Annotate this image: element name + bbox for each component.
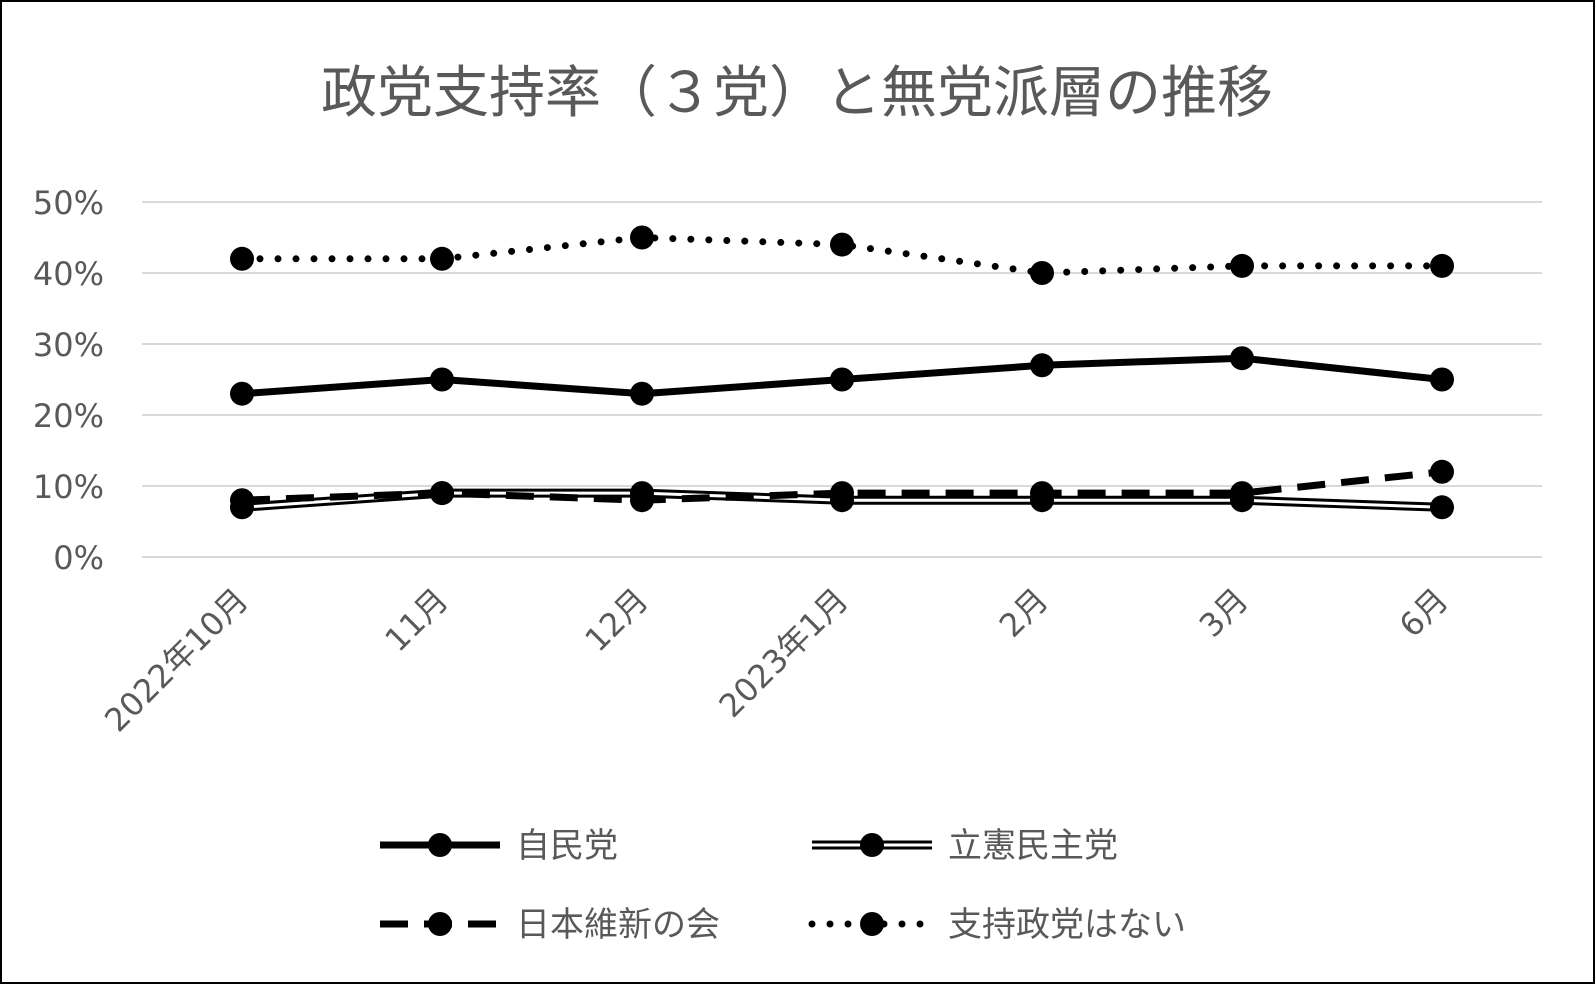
legend-label-2: 日本維新の会: [516, 905, 720, 945]
grid-lines: [142, 201, 1542, 558]
y-tick-label: 0%: [53, 539, 104, 577]
data-point-2-4: [1030, 481, 1054, 506]
data-point-0-5: [1230, 346, 1254, 371]
data-point-3-3: [830, 232, 854, 257]
data-point-2-2: [630, 488, 654, 513]
data-point-0-4: [1030, 353, 1054, 378]
legend-marker-3: [860, 912, 884, 936]
y-tick-label: 20%: [33, 397, 104, 435]
x-tick-label: 3月: [1192, 581, 1256, 645]
legend-item-1: 立憲民主党: [812, 826, 1118, 866]
series-layer: [230, 225, 1454, 520]
data-point-1-6: [1430, 495, 1454, 520]
data-point-3-2: [630, 225, 654, 250]
y-tick-label: 40%: [33, 255, 104, 293]
data-point-0-3: [830, 367, 854, 392]
data-point-3-0: [230, 246, 254, 271]
x-tick-label: 6月: [1392, 581, 1456, 645]
data-point-2-6: [1430, 459, 1454, 484]
legend-item-0: 自民党: [380, 826, 618, 866]
x-tick-label: 11月: [377, 581, 455, 659]
series-2: [230, 459, 1454, 513]
x-tick-label: 2023年1月: [712, 581, 856, 725]
legend-label-1: 立憲民主党: [948, 826, 1118, 866]
y-tick-label: 30%: [33, 326, 104, 364]
legend-label-0: 自民党: [516, 826, 618, 866]
x-tick-label: 2月: [992, 581, 1056, 645]
legend-marker-0: [428, 833, 452, 857]
series-0: [230, 346, 1454, 406]
y-axis-ticks: 0% 10% 20% 30% 40% 50%: [33, 184, 104, 577]
x-axis-ticks: 2022年10月 11月 12月 2023年1月 2月 3月 6月: [97, 581, 1456, 740]
x-tick-label: 2022年10月: [97, 581, 256, 740]
data-point-0-2: [630, 381, 654, 406]
data-point-2-5: [1230, 481, 1254, 506]
data-point-2-1: [430, 481, 454, 506]
y-tick-label: 10%: [33, 468, 104, 506]
x-tick-label: 12月: [577, 581, 655, 659]
data-point-3-5: [1230, 253, 1254, 278]
chart-title: 政党支持率（３党）と無党派層の推移: [321, 61, 1273, 126]
data-point-2-3: [830, 481, 854, 506]
data-point-3-6: [1430, 253, 1454, 278]
legend-marker-2: [428, 912, 452, 936]
data-point-3-1: [430, 246, 454, 271]
data-point-3-4: [1030, 261, 1054, 285]
series-3: [230, 225, 1454, 285]
legend-item-3: 支持政党はない: [808, 905, 1186, 945]
data-point-0-1: [430, 367, 454, 392]
y-tick-label: 50%: [33, 184, 104, 222]
legend-marker-1: [860, 833, 884, 857]
legend-item-2: 日本維新の会: [380, 905, 720, 945]
legend-label-3: 支持政党はない: [948, 905, 1186, 945]
data-point-0-6: [1430, 367, 1454, 392]
data-point-0-0: [230, 381, 254, 406]
data-point-2-0: [230, 488, 254, 513]
